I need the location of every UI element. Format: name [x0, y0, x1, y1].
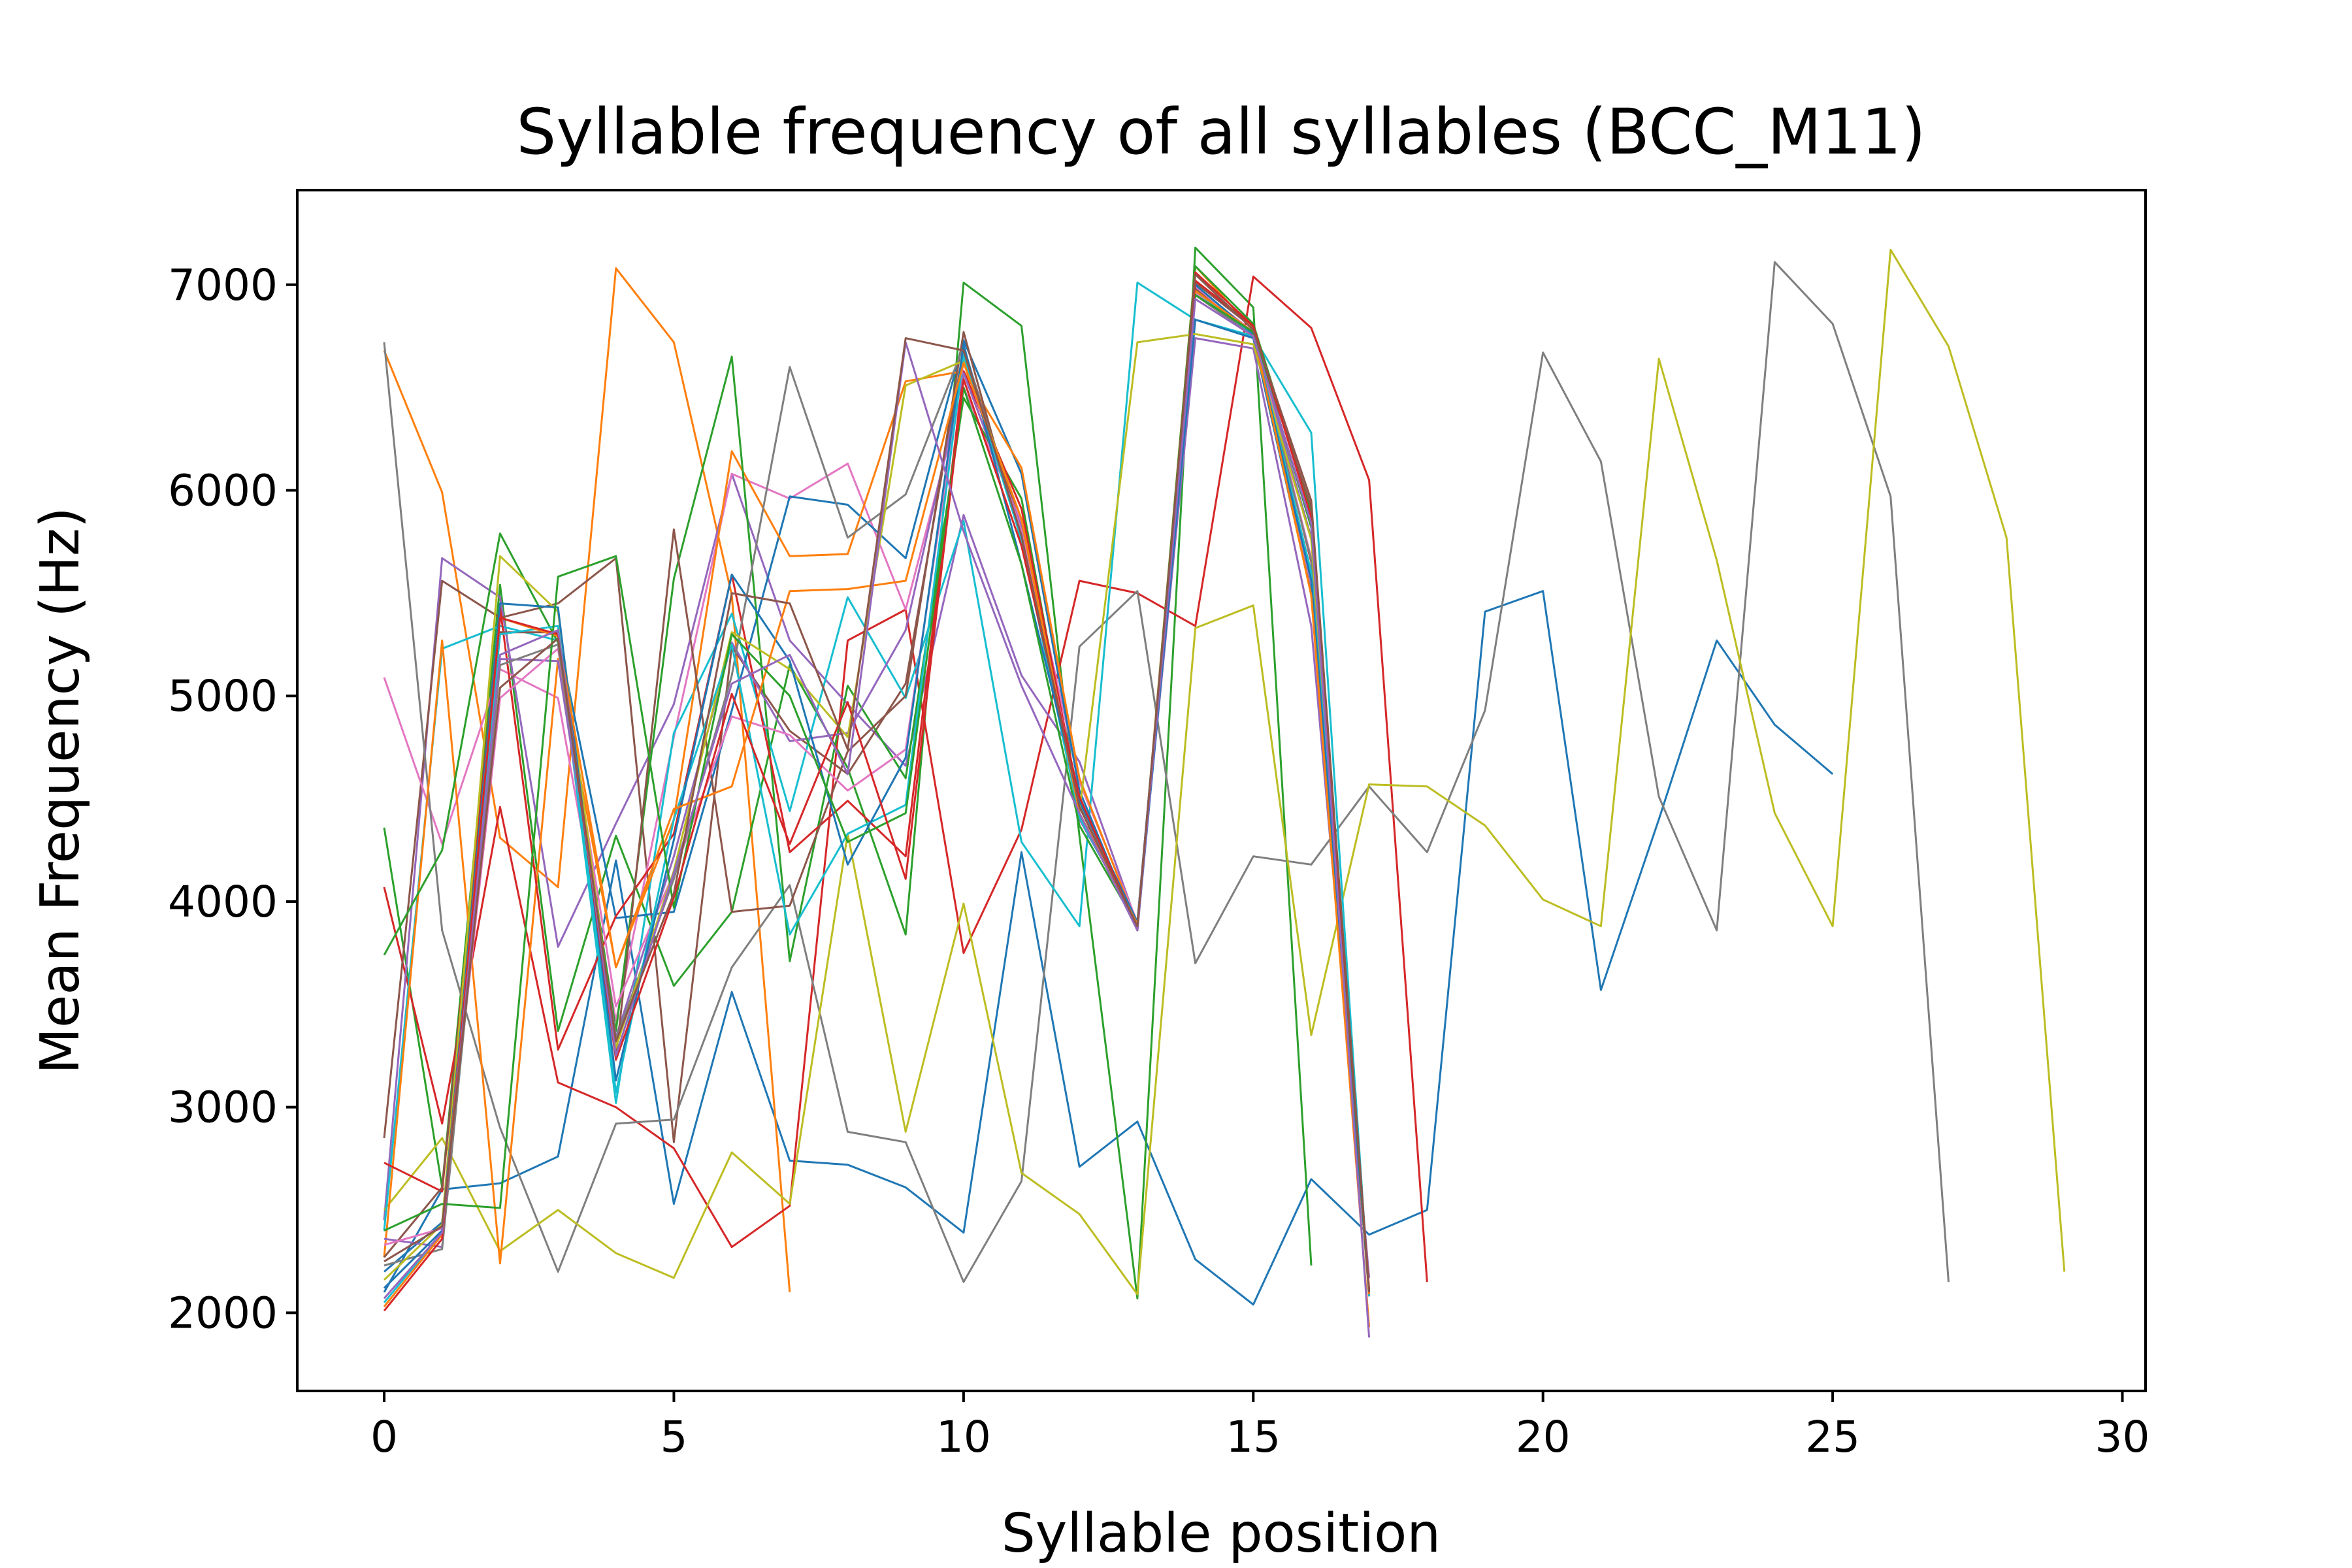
x-tick-label: 5 [660, 1412, 687, 1462]
series-line-6 [383, 282, 1371, 1297]
x-tick-label: 15 [1226, 1412, 1281, 1462]
x-tick-label: 20 [1516, 1412, 1571, 1462]
plot-frame [296, 189, 2147, 1392]
y-tick-label: 3000 [168, 1083, 278, 1133]
x-axis-label: Syllable position [1002, 1503, 1441, 1565]
series-line-2 [383, 267, 791, 1293]
series-line-24 [383, 280, 1371, 1312]
chart-title: Syllable frequency of all syllables (BCC… [516, 95, 1925, 169]
x-tick-label: 25 [1805, 1412, 1860, 1462]
series-line-5 [383, 337, 1371, 1279]
series-line-26 [384, 273, 1371, 1293]
x-tick-label: 0 [370, 1412, 398, 1462]
x-tick-label: 30 [2095, 1412, 2150, 1462]
y-tick-label: 5000 [168, 671, 278, 721]
y-axis-label: Mean Frequency (Hz) [29, 507, 91, 1074]
y-tick-label: 2000 [168, 1288, 278, 1338]
series-line-9 [383, 248, 2066, 1296]
y-tick-label: 7000 [168, 260, 278, 310]
series-line-13 [383, 265, 1371, 1293]
y-tick-label: 6000 [168, 466, 278, 516]
series-line-21 [383, 284, 1371, 1293]
series-line-23 [384, 294, 1371, 1293]
y-tick-label: 4000 [168, 877, 278, 927]
series-layer [383, 246, 2066, 1338]
series-line-17 [384, 291, 1371, 1293]
series-line-7 [383, 286, 1371, 1295]
x-tick-label: 10 [936, 1412, 991, 1462]
tick-layer: 0 5 10 15 20 25 30 2000 3000 4000 5000 6000 7000 [168, 260, 2149, 1462]
series-line-8 [383, 261, 1950, 1283]
series-line-25 [383, 298, 1371, 1338]
